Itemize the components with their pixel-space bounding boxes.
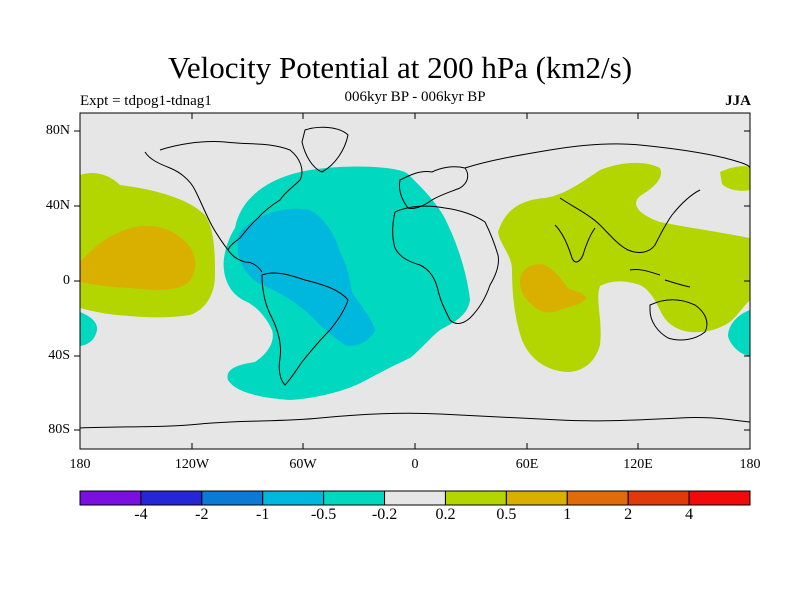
lon-label-180w: 180 <box>69 457 91 472</box>
colorbar-label: -4 <box>134 506 148 523</box>
lat-label-80s: 80S <box>48 422 70 437</box>
contour-positive-siberia <box>720 166 750 191</box>
colorbar-swatch <box>140 490 203 506</box>
contour-negative-east-edge <box>728 310 750 356</box>
colorbar-swatch <box>505 490 568 506</box>
lat-label-40n: 40N <box>45 198 70 213</box>
contour-positive-indian <box>498 162 750 372</box>
contour-negative-west-edge <box>80 312 98 346</box>
lon-label-120w: 120W <box>174 457 210 472</box>
experiment-label: Expt = tdpog1-tdnag1 <box>80 93 212 109</box>
lon-label-120e: 120E <box>623 457 653 472</box>
lat-label-0: 0 <box>63 273 70 288</box>
colorbar-swatch <box>201 490 264 506</box>
coastlines <box>80 126 750 429</box>
colorbar-label: -2 <box>195 506 209 523</box>
contour-positive-indian-core <box>520 264 586 313</box>
colorbar-swatch <box>79 490 142 506</box>
season-label: JJA <box>725 93 751 109</box>
contour-positive-pacific-core <box>80 225 196 290</box>
lon-label-0: 0 <box>411 457 419 472</box>
colorbar-swatch <box>688 490 751 506</box>
colorbar-label: -0.5 <box>310 506 337 523</box>
lon-tick-marks <box>79 113 751 449</box>
colorbar-label: 0.2 <box>435 506 456 523</box>
lat-label-80n: 80N <box>45 123 70 138</box>
map-title: Velocity Potential at 200 hPa (km2/s) <box>167 50 633 85</box>
lat-label-40s: 40S <box>48 348 70 363</box>
map-panel <box>80 113 750 449</box>
colorbar-swatch <box>444 490 507 506</box>
colorbar-swatch <box>627 490 690 506</box>
lat-tick-marks <box>74 130 750 431</box>
lon-label-60e: 60E <box>515 457 539 472</box>
colorbar-swatch <box>566 490 629 506</box>
colorbar-swatch <box>262 490 325 506</box>
colorbar-label: 4 <box>685 506 694 523</box>
colorbar-label: -1 <box>256 506 270 523</box>
colorbar-swatch <box>384 490 446 506</box>
colorbar-label: 0.5 <box>496 506 517 523</box>
lon-label-180e: 180 <box>739 457 761 472</box>
colorbar-swatch <box>323 490 386 506</box>
lon-label-60w: 60W <box>289 457 317 472</box>
colorbar-label: -0.2 <box>371 506 398 523</box>
colorbar-label: 1 <box>563 506 572 523</box>
map-subtitle: 006kyr BP - 006kyr BP <box>344 89 486 105</box>
contour-negative-inner <box>237 208 375 346</box>
colorbar <box>79 490 751 506</box>
colorbar-label: 2 <box>624 506 633 523</box>
